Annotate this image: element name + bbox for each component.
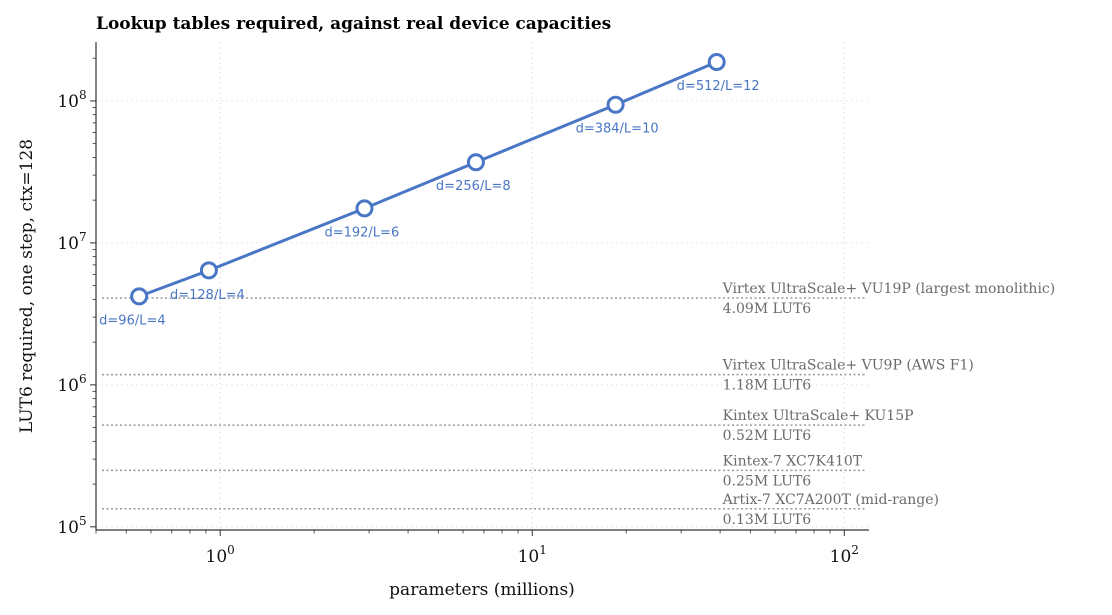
data-point [606, 95, 625, 114]
y-tick-label: 106 [57, 372, 86, 396]
data-point-label: d=96/L=4 [99, 313, 165, 328]
chart-title: Lookup tables required, against real dev… [96, 14, 611, 34]
reference-line-name: Artix-7 XC7A200T (mid-range) [722, 492, 939, 508]
data-point-label: d=192/L=6 [324, 225, 399, 240]
data-point-label: d=512/L=12 [677, 79, 760, 94]
reference-line-name: Kintex-7 XC7K410T [723, 453, 863, 469]
y-axis-label: LUT6 required, one step, ctx=128 [17, 139, 37, 433]
y-tick-label: 108 [57, 88, 86, 112]
point-labels: d=96/L=4 d=128/L=4 d=192/L=6 d=256/L=8 d=384… [99, 79, 760, 328]
axes: 100 101 102 105 106 107 108 [57, 42, 869, 567]
data-series [130, 52, 726, 306]
reference-line-name: Virtex UltraScale+ VU9P (AWS F1) [722, 358, 974, 374]
x-axis-label: parameters (millions) [389, 580, 575, 600]
data-point [466, 153, 485, 172]
reference-line-name: Kintex UltraScale+ KU15P [723, 408, 914, 424]
grid [96, 42, 869, 530]
x-tick-label: 100 [206, 543, 235, 567]
series-line [138, 60, 718, 298]
data-point-label: d=128/L=4 [170, 288, 245, 303]
x-tick-label: 101 [518, 543, 547, 567]
y-tick-label: 105 [57, 514, 86, 538]
reference-line-caption: 1.18M LUT6 [723, 378, 812, 394]
data-point-label: d=384/L=10 [576, 122, 659, 137]
x-tick-label: 102 [830, 543, 859, 567]
reference-line-caption: 0.25M LUT6 [723, 473, 812, 489]
data-point [707, 52, 726, 71]
reference-line-caption: 0.13M LUT6 [723, 512, 812, 528]
y-tick-label: 107 [57, 230, 86, 254]
data-point [199, 261, 218, 280]
data-point [130, 287, 149, 306]
data-point [355, 199, 374, 218]
reference-lines: Virtex UltraScale+ VU19P (largest monoli… [102, 281, 1055, 528]
reference-line-caption: 4.09M LUT6 [723, 301, 812, 317]
reference-line-caption: 0.52M LUT6 [723, 428, 812, 444]
data-point-label: d=256/L=8 [436, 179, 511, 194]
reference-line-name: Virtex UltraScale+ VU19P (largest monoli… [722, 281, 1056, 297]
